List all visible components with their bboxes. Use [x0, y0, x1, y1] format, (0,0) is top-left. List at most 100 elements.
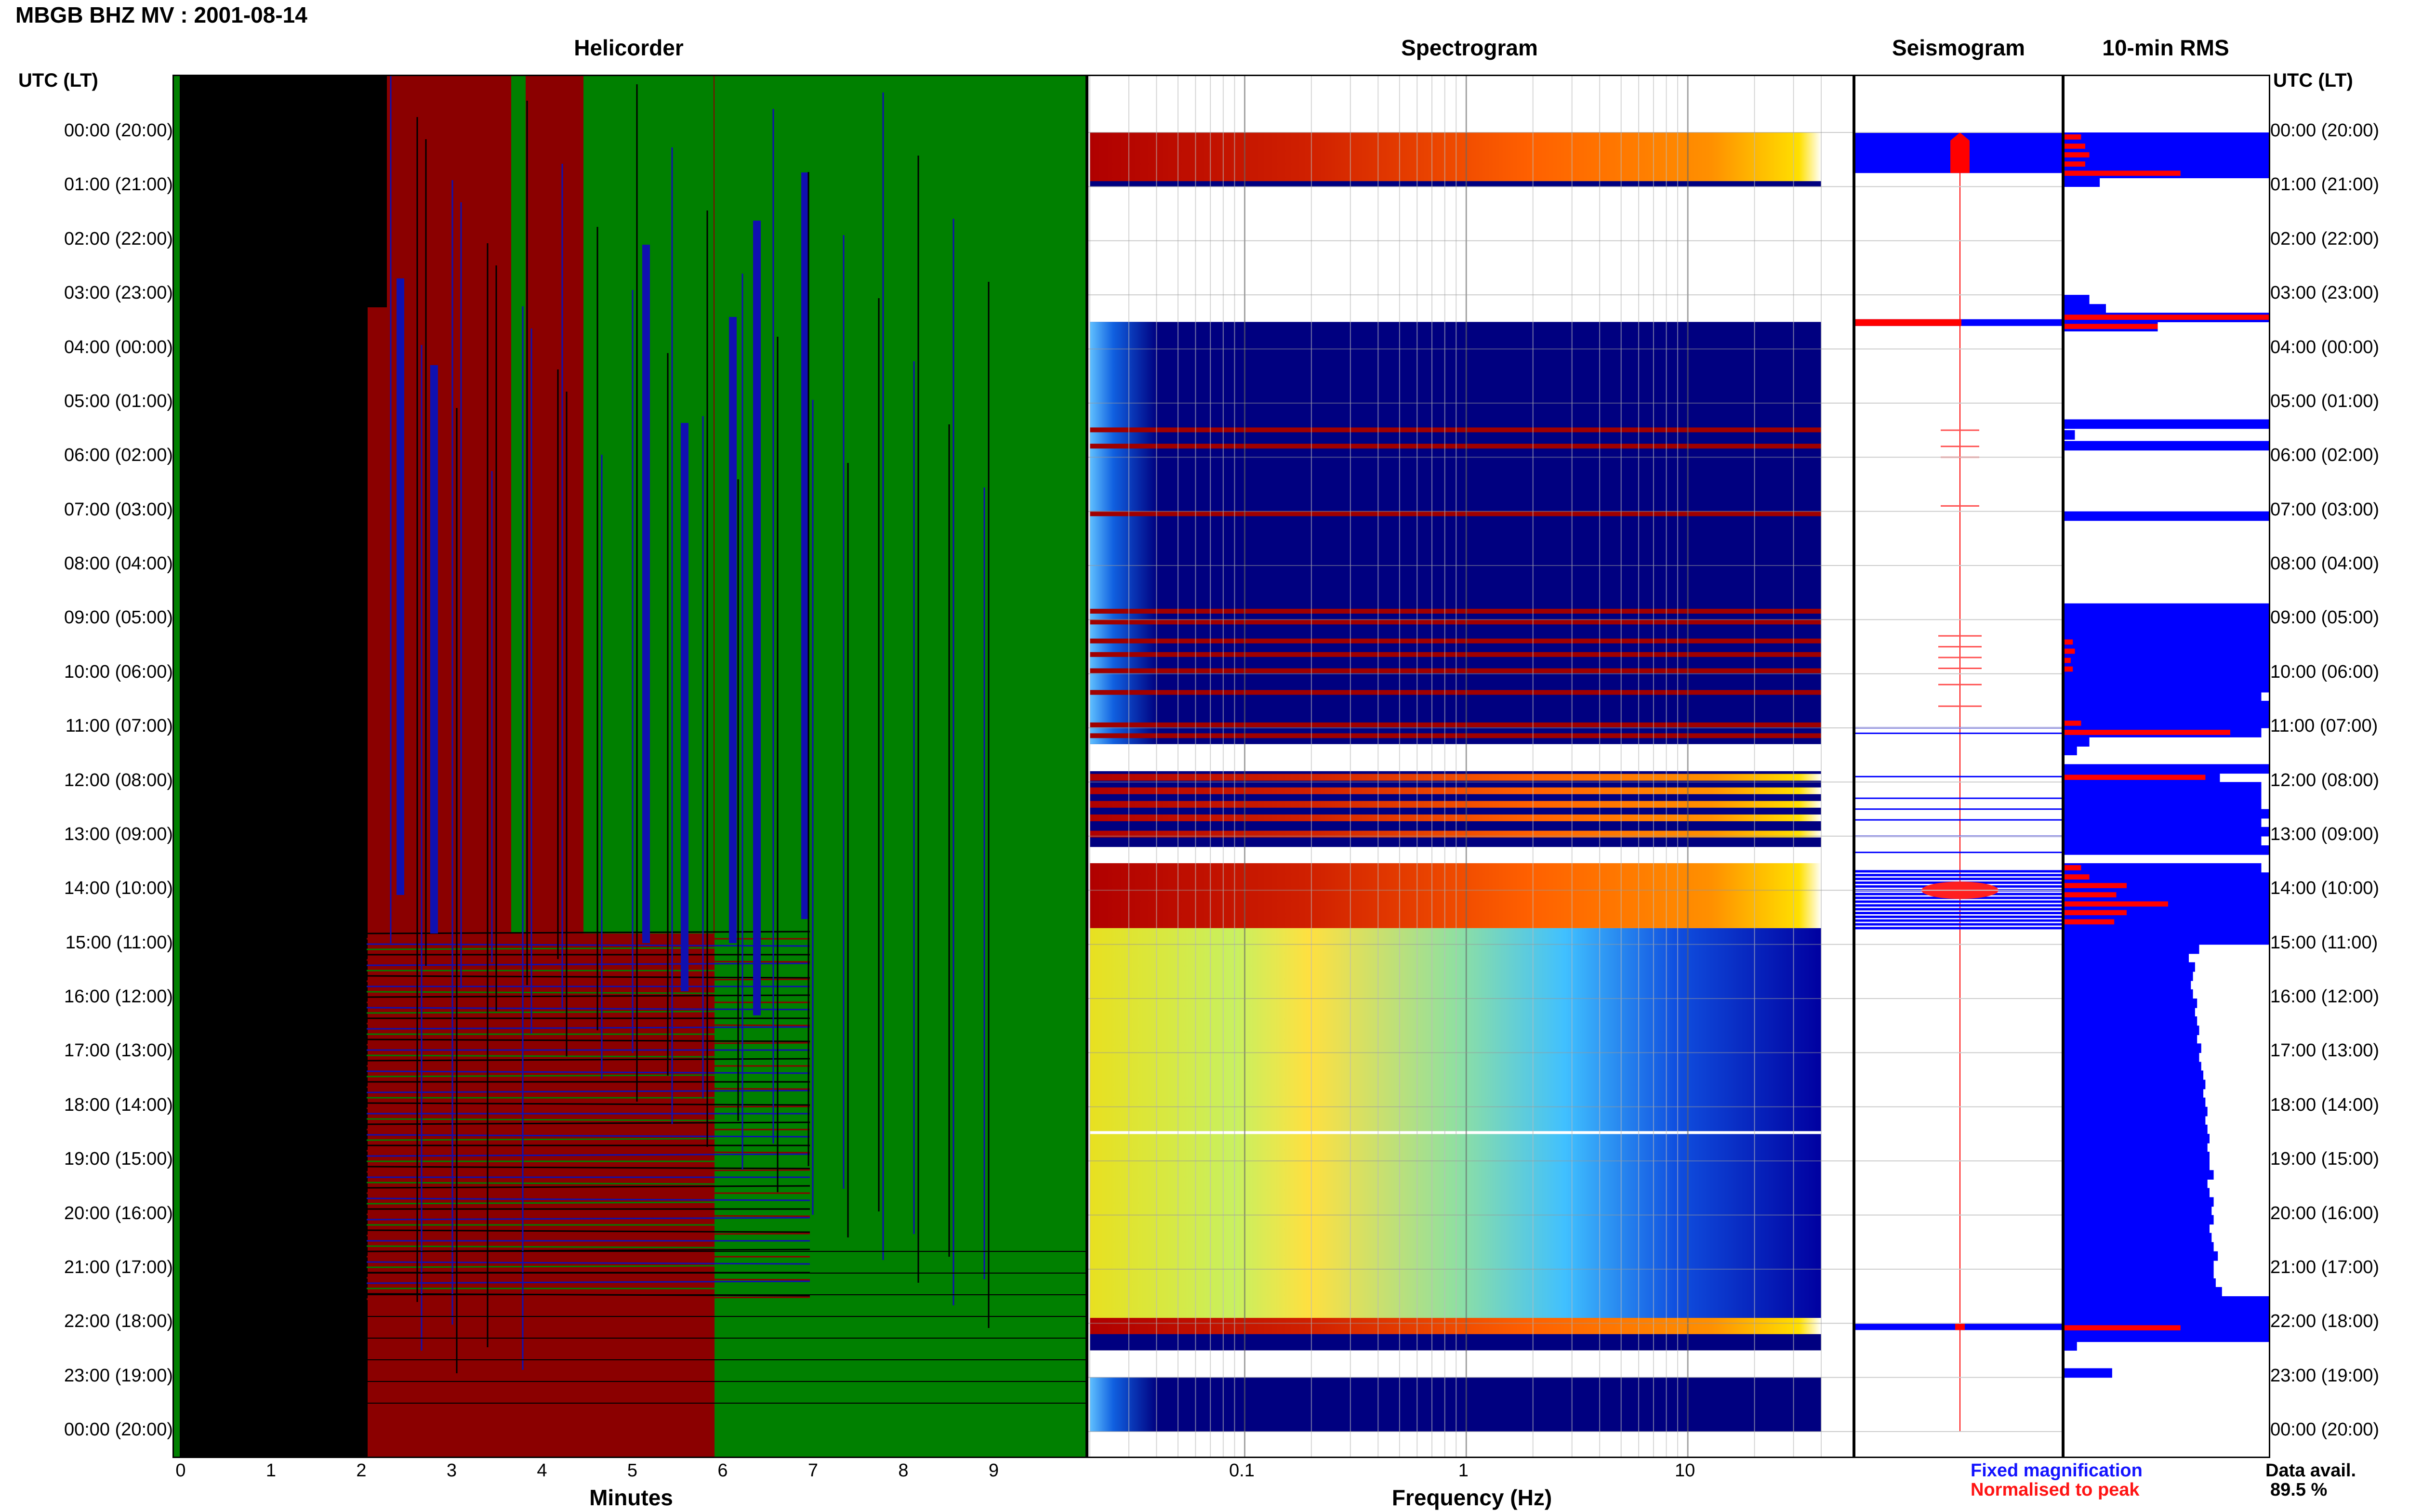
helicorder-xtick-label: 6	[717, 1460, 728, 1481]
rms-bar-fixed	[2065, 1251, 2218, 1261]
rms-bar-fixed	[2065, 656, 2269, 666]
hour-tick-label-right: 22:00 (18:00)	[2270, 1311, 2380, 1332]
rms-bar-fixed	[2065, 917, 2269, 927]
helicorder-plot	[174, 76, 1085, 1457]
spectrogram-event-line	[1090, 690, 1821, 695]
rms-bar-normalised	[2065, 648, 2075, 654]
rms-bar-normalised	[2065, 666, 2073, 672]
hour-tick-label-right: 13:00 (09:00)	[2270, 824, 2380, 844]
rms-bar-fixed	[2065, 1269, 2214, 1279]
hour-tick-label-right: 01:00 (21:00)	[2270, 174, 2380, 195]
rms-bar-fixed	[2065, 710, 2269, 720]
spectrogram-low-freq-edge	[1090, 322, 1157, 744]
hour-tick-label-left: 08:00 (04:00)	[64, 553, 173, 574]
spectrogram-panel	[1087, 75, 1854, 1458]
rms-bar-fixed	[2065, 673, 2269, 684]
rms-bar-normalised	[2065, 892, 2117, 897]
rms-bar-fixed	[2065, 935, 2269, 945]
hour-tick-label-right: 11:00 (07:00)	[2270, 716, 2378, 736]
hour-tick-label-left: 01:00 (21:00)	[64, 174, 173, 195]
spectrogram-event-line	[1090, 511, 1821, 516]
helicorder-trace	[366, 1182, 810, 1185]
rms-bar-normalised	[2065, 639, 2073, 645]
helicorder-trace	[366, 1197, 810, 1201]
rms-bar-fixed	[2065, 430, 2075, 440]
rms-bar-fixed	[2065, 1089, 2204, 1099]
hour-tick-label-right: 03:00 (23:00)	[2270, 283, 2380, 303]
rms-bar-fixed	[2065, 1016, 2197, 1026]
helicorder-title: Helicorder	[574, 35, 684, 60]
rms-bar-normalised	[2065, 883, 2127, 888]
rms-bar-fixed	[2065, 818, 2262, 828]
rms-bar-normalised	[2065, 901, 2168, 907]
spectrogram-event-line	[1090, 619, 1821, 625]
hour-tick-label-right: 16:00 (12:00)	[2270, 986, 2380, 1007]
hour-tick-label-left: 23:00 (19:00)	[64, 1365, 173, 1386]
seismogram-title: Seismogram	[1892, 35, 2025, 60]
rms-bar-fixed	[2065, 132, 2269, 142]
helicorder-right-green	[715, 76, 1085, 1457]
rms-bar-fixed	[2065, 980, 2191, 990]
data-avail-value: 89.5 %	[2270, 1480, 2328, 1500]
rms-bar-fixed	[2065, 1143, 2208, 1153]
spectrogram-band	[1090, 132, 1821, 184]
spectrogram-event-line	[1090, 668, 1821, 673]
rms-bar-fixed	[2065, 953, 2189, 963]
rms-bar-fixed	[2065, 629, 2269, 639]
helicorder-trace	[366, 1007, 810, 1011]
hour-tick-label-left: 03:00 (23:00)	[64, 283, 173, 303]
rms-bar-fixed	[2065, 926, 2269, 936]
helicorder-xlabel: Minutes	[589, 1485, 673, 1510]
hour-tick-label-right: 21:00 (17:00)	[2270, 1257, 2380, 1277]
rms-bar-fixed	[2065, 1124, 2208, 1134]
spectrogram-low-freq-edge	[1090, 1377, 1157, 1432]
utc-label-left: UTC (LT)	[18, 70, 98, 91]
rms-bar-normalised	[2065, 919, 2115, 925]
helicorder-trace	[366, 1121, 810, 1125]
spectrogram-event-line	[1090, 722, 1821, 727]
rms-bar-normalised	[2065, 315, 2269, 320]
rms-bar-fixed	[2065, 836, 2262, 846]
spectrogram-gap-line	[1090, 1131, 1821, 1134]
rms-bar-normalised	[2065, 657, 2071, 663]
helicorder-xtick-label: 2	[356, 1460, 367, 1481]
rms-bar-fixed	[2065, 1215, 2214, 1225]
rms-bar-fixed	[2065, 863, 2262, 873]
hour-tick-label-left: 02:00 (22:00)	[64, 228, 173, 249]
rms-bar-fixed	[2065, 872, 2269, 882]
rms-bar-fixed	[2065, 1106, 2208, 1117]
rms-bar-fixed	[2065, 1197, 2214, 1207]
hour-tick-label-right: 12:00 (08:00)	[2270, 770, 2380, 790]
helicorder-xtick-label: 5	[627, 1460, 638, 1481]
hour-tick-label-left: 14:00 (10:00)	[64, 878, 173, 899]
hour-tick-label-left: 21:00 (17:00)	[64, 1257, 173, 1277]
helicorder-trace	[366, 962, 810, 966]
rms-bar-normalised	[2065, 161, 2085, 167]
hour-tick-label-right: 07:00 (03:00)	[2270, 499, 2380, 520]
rms-bar-fixed	[2065, 1305, 2269, 1315]
rms-bar-fixed	[2065, 827, 2269, 837]
hour-tick-label-left: 09:00 (05:00)	[64, 607, 173, 628]
helicorder-trace	[366, 1261, 810, 1265]
rms-bar-fixed	[2065, 764, 2269, 774]
helicorder-trace	[366, 1010, 810, 1014]
rms-bar-fixed	[2065, 1116, 2206, 1126]
rms-bar-fixed	[2065, 177, 2100, 187]
seismogram-event-normalised	[1955, 1323, 1965, 1330]
rms-bar-fixed	[2065, 1341, 2077, 1351]
helicorder-trace	[366, 1090, 810, 1093]
helicorder-trace	[366, 1039, 810, 1042]
rms-bar-normalised	[2065, 134, 2081, 140]
rms-bar-normalised	[2065, 1325, 2181, 1330]
helicorder-trace	[366, 1166, 810, 1170]
legend-fixed: Fixed magnification	[1971, 1460, 2143, 1481]
rms-bar-fixed	[2065, 845, 2269, 855]
rms-bar-normalised	[2065, 775, 2206, 780]
rms-bar-fixed	[2065, 1161, 2210, 1170]
helicorder-trace	[366, 1074, 810, 1078]
rms-bar-normalised	[2065, 152, 2090, 158]
spectrogram-event-line	[1090, 444, 1821, 449]
rms-title: 10-min RMS	[2102, 35, 2229, 60]
rms-bar-fixed	[2065, 646, 2269, 657]
hour-tick-label-right: 23:00 (19:00)	[2270, 1365, 2380, 1386]
